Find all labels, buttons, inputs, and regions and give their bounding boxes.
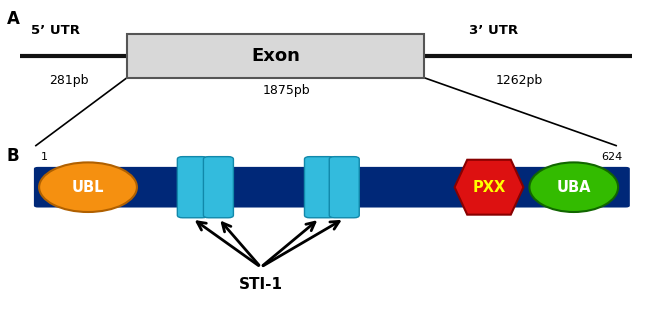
Text: PXX: PXX	[473, 180, 505, 195]
Ellipse shape	[529, 163, 618, 212]
FancyBboxPatch shape	[177, 157, 207, 218]
Text: A: A	[7, 10, 20, 28]
FancyBboxPatch shape	[34, 167, 630, 208]
Text: 624: 624	[601, 152, 623, 163]
Text: UBL: UBL	[72, 180, 104, 195]
Text: B: B	[7, 147, 19, 165]
Text: 5’ UTR: 5’ UTR	[31, 24, 80, 37]
Text: 1262pb: 1262pb	[496, 74, 542, 87]
Text: 3’ UTR: 3’ UTR	[469, 24, 518, 37]
Polygon shape	[454, 160, 524, 215]
Ellipse shape	[39, 163, 137, 212]
Text: 1: 1	[41, 152, 48, 163]
Text: 1875pb: 1875pb	[262, 84, 310, 97]
FancyBboxPatch shape	[304, 157, 334, 218]
Text: Exon: Exon	[251, 47, 300, 65]
Text: STI-1: STI-1	[239, 277, 283, 292]
Text: 281pb: 281pb	[49, 74, 89, 87]
Text: UBA: UBA	[557, 180, 591, 195]
FancyBboxPatch shape	[127, 35, 424, 78]
FancyBboxPatch shape	[329, 157, 359, 218]
FancyBboxPatch shape	[203, 157, 233, 218]
